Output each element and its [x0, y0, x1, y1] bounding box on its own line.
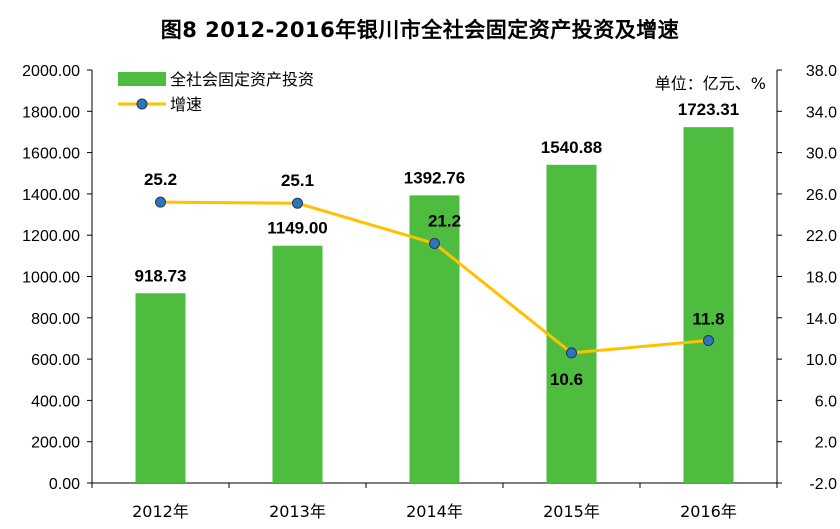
legend-line-marker [136, 98, 148, 110]
y-left-tick-label: 1200.00 [22, 228, 80, 245]
y-right-tick-label: 18.0 [806, 270, 837, 287]
growth-point [703, 335, 714, 347]
y-right-tick-label: 30.0 [806, 146, 837, 163]
bar-data-label: 918.73 [135, 266, 187, 285]
line-data-label: 11.8 [692, 310, 724, 329]
unit-note: 单位：亿元、% [655, 74, 766, 93]
y-left-tick-label: 0.00 [49, 476, 80, 493]
y-left-tick-label: 1600.00 [22, 146, 80, 163]
bar-data-label: 1392.76 [404, 168, 465, 187]
y-left-tick-label: 800.00 [31, 311, 80, 328]
line-data-label: 25.1 [281, 171, 314, 190]
y-right-tick-label: 14.0 [806, 311, 837, 328]
y-left-tick-label: 200.00 [31, 435, 80, 452]
y-left-tick-label: 600.00 [31, 352, 80, 369]
line-data-label: 21.2 [428, 211, 461, 230]
growth-point [429, 237, 440, 249]
chart-title: 图8 2012-2016年银川市全社会固定资产投资及增速 [160, 18, 680, 42]
legend-bar-label: 全社会固定资产投资 [170, 70, 314, 89]
legend-line-label: 增速 [170, 95, 202, 114]
y-right-tick-label: -2.0 [809, 476, 837, 493]
x-tick-label: 2012年 [132, 502, 189, 521]
y-left-tick-label: 1800.00 [22, 104, 80, 121]
y-right-tick-label: 10.0 [806, 352, 837, 369]
y-left-tick-label: 2000.00 [22, 63, 80, 80]
y-left-tick-label: 1000.00 [22, 270, 80, 287]
bar [272, 245, 323, 483]
y-right-tick-label: 34.0 [806, 104, 837, 121]
x-tick-label: 2016年 [680, 502, 737, 521]
y-right-tick-label: 26.0 [806, 187, 837, 204]
y-left-tick-label: 1400.00 [22, 187, 80, 204]
bar [546, 164, 597, 483]
growth-point [155, 196, 166, 208]
line-data-label: 10.6 [550, 370, 583, 389]
y-right-tick-label: 6.0 [815, 393, 837, 410]
y-right-tick-label: 2.0 [815, 435, 837, 452]
bar-data-label: 1149.00 [267, 219, 328, 238]
line-data-label: 25.2 [144, 170, 177, 189]
bar [683, 127, 734, 484]
legend-bar-swatch [118, 72, 166, 86]
bar [135, 293, 186, 483]
bar-data-label: 1540.88 [541, 138, 602, 157]
growth-point [292, 197, 303, 209]
bar-data-label: 1723.31 [678, 100, 739, 119]
y-right-tick-label: 38.0 [806, 63, 837, 80]
y-left-tick-label: 400.00 [31, 393, 80, 410]
x-tick-label: 2015年 [543, 502, 600, 521]
y-right-tick-label: 22.0 [806, 228, 837, 245]
x-tick-label: 2014年 [406, 502, 463, 521]
x-tick-label: 2013年 [269, 502, 326, 521]
growth-point [566, 347, 577, 359]
